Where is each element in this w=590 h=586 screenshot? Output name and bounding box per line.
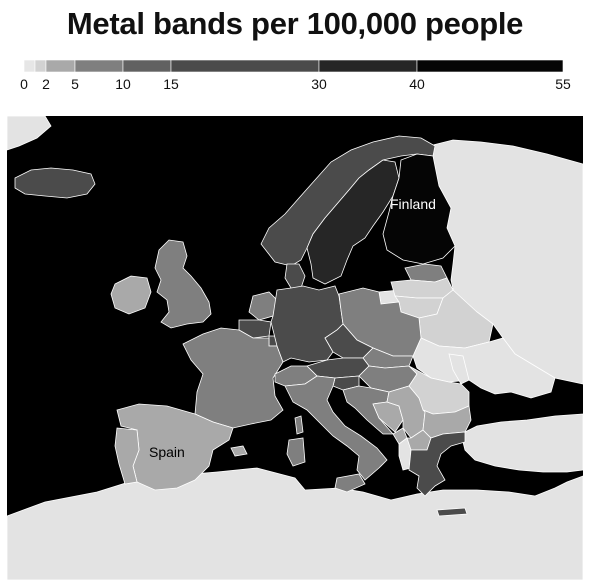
map-title: Metal bands per 100,000 people	[66, 6, 524, 41]
region-latvia	[390, 277, 454, 299]
legend-tick-15: 15	[163, 76, 179, 92]
legend-color-bar	[23, 59, 564, 73]
region-north-africa	[7, 467, 583, 580]
region-iceland	[14, 167, 96, 199]
label-finland: Finland	[390, 196, 436, 212]
region-greenland	[7, 116, 52, 151]
color-legend: 0 2 5 10 15 30 40 55	[0, 54, 590, 98]
region-portugal	[114, 427, 140, 485]
region-sardinia	[286, 437, 306, 467]
region-balearic	[230, 445, 248, 457]
region-crete	[436, 507, 468, 517]
legend-swatch-3	[74, 59, 124, 73]
legend-tick-30: 30	[311, 76, 327, 92]
legend-tick-5: 5	[71, 76, 79, 92]
legend-swatch-7	[416, 59, 564, 73]
legend-swatch-5	[170, 59, 320, 73]
map-canvas	[7, 116, 583, 580]
region-greece	[408, 431, 466, 497]
legend-tick-40: 40	[409, 76, 425, 92]
label-spain: Spain	[149, 444, 185, 460]
region-italy	[284, 375, 388, 481]
region-ireland	[110, 275, 152, 315]
legend-tick-55: 55	[555, 76, 571, 92]
legend-tick-2: 2	[42, 76, 50, 92]
region-moldova	[448, 353, 470, 385]
region-estonia	[404, 263, 448, 283]
region-finland	[382, 153, 456, 265]
legend-swatch-6	[318, 59, 418, 73]
region-turkey	[460, 413, 583, 473]
region-sicily	[334, 473, 366, 493]
europe-map: Finland Spain	[7, 116, 583, 580]
legend-tick-10: 10	[115, 76, 131, 92]
legend-swatch-0	[23, 59, 36, 73]
region-united-kingdom	[154, 239, 212, 329]
legend-tick-0: 0	[20, 76, 28, 92]
legend-swatch-1	[34, 59, 47, 73]
region-france	[182, 327, 284, 429]
region-corsica	[294, 415, 304, 435]
legend-swatch-2	[45, 59, 76, 73]
legend-swatch-4	[122, 59, 172, 73]
